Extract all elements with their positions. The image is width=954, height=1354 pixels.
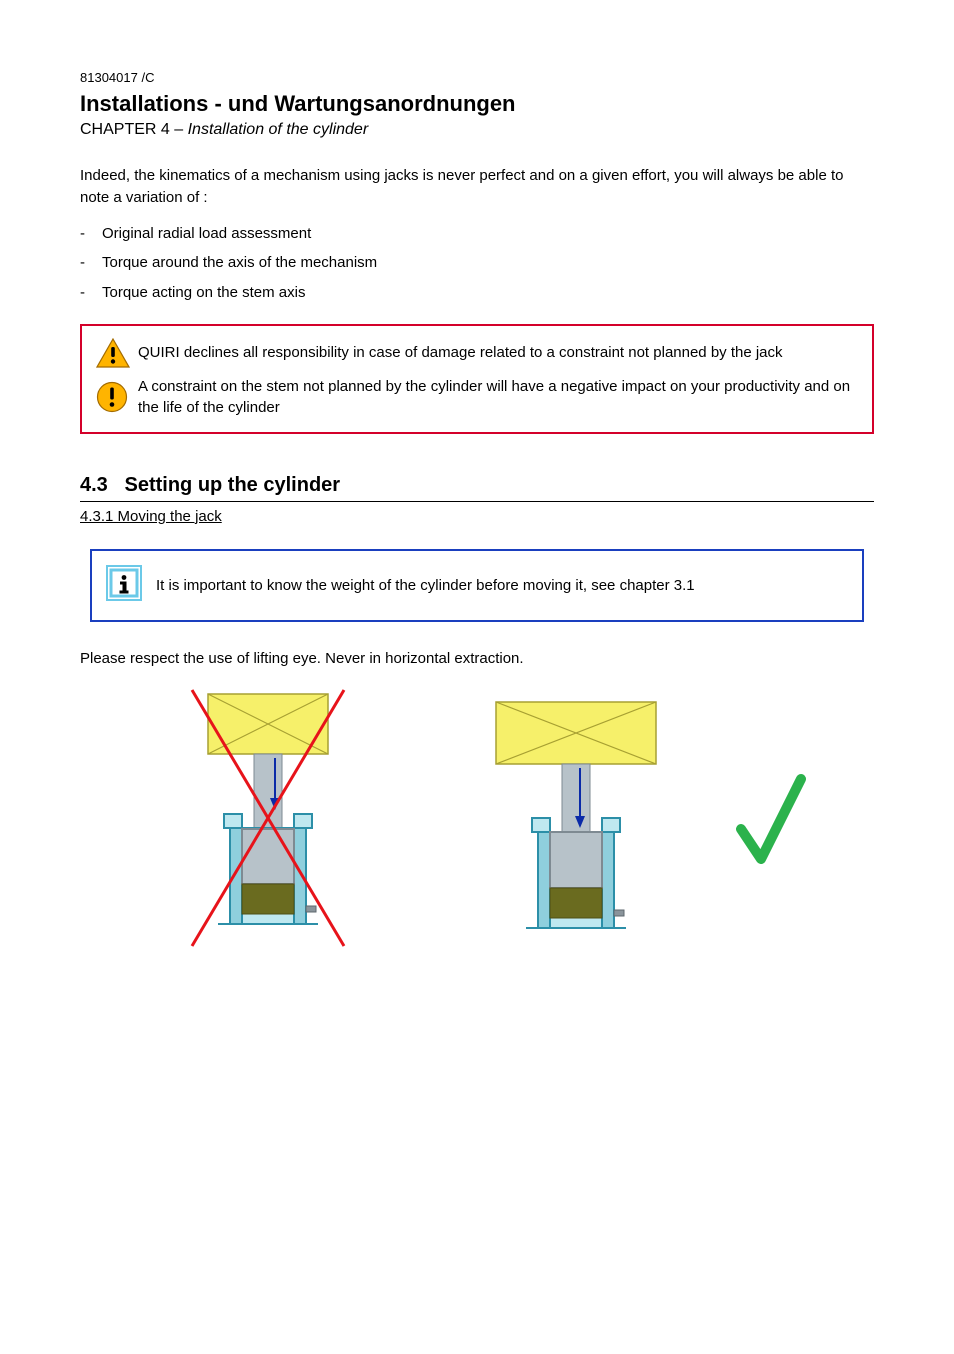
figure-wrong	[148, 684, 388, 964]
bullet-marker: -	[80, 282, 102, 304]
doc-title: Installations - und Wartungsanordnungen	[80, 91, 874, 117]
bullet-item: -Torque acting on the stem axis	[80, 282, 874, 304]
section-heading: 4.3 Setting up the cylinder	[80, 474, 874, 502]
warning-circle-icon	[96, 381, 138, 413]
section-title: Setting up the cylinder	[124, 474, 340, 496]
chapter-prefix: CHAPTER 4 –	[80, 121, 188, 138]
info-text: It is important to know the weight of th…	[156, 575, 695, 596]
section-subheading: 4.3.1 Moving the jack	[80, 508, 874, 525]
warning-text-2: A constraint on the stem not planned by …	[138, 376, 858, 418]
bullet-marker: -	[80, 223, 102, 245]
info-box: It is important to know the weight of th…	[90, 549, 864, 622]
bullet-text: Original radial load assessment	[102, 223, 874, 245]
checkmark-icon	[736, 769, 806, 879]
jack-correct-icon	[456, 684, 696, 964]
figure-instruction: Please respect the use of lifting eye. N…	[80, 648, 874, 670]
warning-triangle-icon	[96, 338, 138, 368]
warning-row: A constraint on the stem not planned by …	[96, 376, 858, 418]
section-number: 4.3	[80, 474, 108, 496]
warning-box: QUIRI declines all responsibility in cas…	[80, 324, 874, 434]
bullet-text: Torque acting on the stem axis	[102, 282, 874, 304]
bullet-text: Torque around the axis of the mechanism	[102, 252, 874, 274]
bullet-item: -Torque around the axis of the mechanism	[80, 252, 874, 274]
figure-correct	[456, 684, 806, 964]
bullet-item: -Original radial load assessment	[80, 223, 874, 245]
intro-paragraph: Indeed, the kinematics of a mechanism us…	[80, 165, 874, 209]
chapter-line: CHAPTER 4 – Installation of the cylinder	[80, 121, 874, 139]
info-icon	[106, 565, 156, 606]
jack-wrong-icon	[148, 684, 388, 964]
figures-row	[80, 684, 874, 964]
warning-row: QUIRI declines all responsibility in cas…	[96, 338, 858, 368]
bullet-list: -Original radial load assessment-Torque …	[80, 223, 874, 304]
warning-text-1: QUIRI declines all responsibility in cas…	[138, 342, 858, 363]
bullet-marker: -	[80, 252, 102, 274]
page: 81304017 /C Installations - und Wartungs…	[0, 0, 954, 1354]
doc-code: 81304017 /C	[80, 70, 874, 85]
chapter-title: Installation of the cylinder	[188, 121, 369, 138]
